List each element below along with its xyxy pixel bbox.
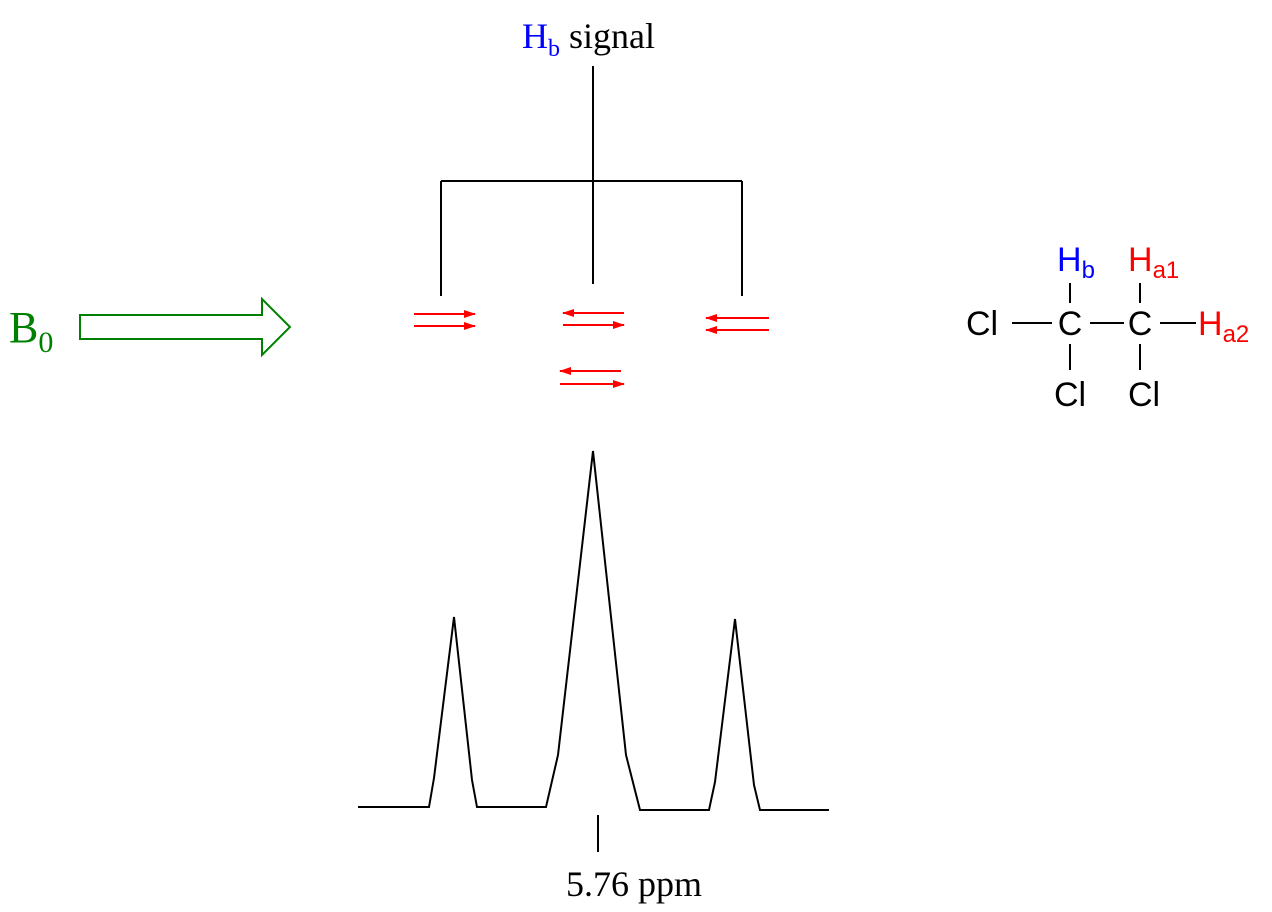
spin-state-left-left xyxy=(705,314,769,334)
atom-c1: C xyxy=(1058,305,1083,343)
spin-arrows xyxy=(414,309,769,388)
atom-ha1: Ha1 xyxy=(1128,241,1179,284)
signal-word: signal xyxy=(569,16,655,56)
splitting-tree xyxy=(440,66,743,296)
hb-subscript: b xyxy=(548,36,560,62)
spin-state-opposed-2 xyxy=(559,367,625,388)
spectrum-trace xyxy=(358,450,829,811)
atom-cl-left: Cl xyxy=(966,305,998,343)
molecule-structure: Cl C C Cl Cl Hb Ha1 Ha2 xyxy=(966,241,1249,414)
spin-state-opposed-1 xyxy=(562,309,625,329)
field-label: B0 xyxy=(9,303,53,359)
atom-c2: C xyxy=(1128,305,1153,343)
field-arrow xyxy=(79,296,292,358)
spin-state-right-right xyxy=(414,310,476,330)
atom-cl-bottom-2: Cl xyxy=(1128,376,1160,414)
ppm-label: 5.76 ppm xyxy=(566,864,702,904)
signal-title: Hb signal xyxy=(522,16,655,62)
atom-hb: Hb xyxy=(1057,241,1095,284)
atom-ha2: Ha2 xyxy=(1198,305,1249,348)
atom-cl-bottom-1: Cl xyxy=(1054,376,1086,414)
hb-h-letter: H xyxy=(522,16,548,56)
molecule-bonds xyxy=(1012,283,1196,370)
